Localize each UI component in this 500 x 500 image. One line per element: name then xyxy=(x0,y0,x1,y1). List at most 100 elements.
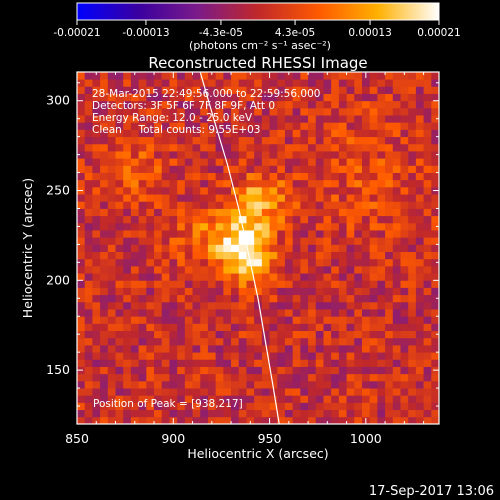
heatmap-cell xyxy=(261,244,270,252)
heatmap-cell xyxy=(215,344,224,353)
heatmap-cell xyxy=(231,352,240,360)
heatmap-cell xyxy=(177,301,186,310)
heatmap-cell xyxy=(408,265,417,274)
heatmap-cell xyxy=(130,294,140,303)
heatmap-cell xyxy=(400,359,409,367)
heatmap-cell xyxy=(146,179,155,188)
heatmap-cell xyxy=(77,402,86,411)
heatmap-cell xyxy=(107,129,116,138)
heatmap-cell xyxy=(308,143,317,152)
heatmap-cell xyxy=(323,323,332,332)
heatmap-cell xyxy=(169,294,178,303)
heatmap-cell xyxy=(161,129,170,138)
heatmap-cell xyxy=(369,316,378,324)
heatmap-cell xyxy=(431,86,439,94)
heatmap-cell xyxy=(385,416,394,424)
heatmap-cell xyxy=(385,107,394,116)
heatmap-cell xyxy=(392,316,401,324)
heatmap-cell xyxy=(408,294,417,303)
heatmap-cell xyxy=(77,172,86,181)
heatmap-cell xyxy=(207,366,217,375)
heatmap-cell xyxy=(177,316,186,324)
heatmap-cell xyxy=(331,222,340,231)
heatmap-cell xyxy=(423,366,432,375)
heatmap-cell xyxy=(100,273,109,281)
heatmap-cell xyxy=(130,258,140,267)
heatmap-cell xyxy=(338,409,347,418)
heatmap-cell xyxy=(100,280,109,288)
heatmap-cell xyxy=(400,165,409,173)
heatmap-cell xyxy=(223,115,232,123)
heatmap-cell xyxy=(261,294,270,303)
heatmap-cell xyxy=(331,151,340,159)
heatmap-cell xyxy=(92,158,101,166)
heatmap-cell xyxy=(169,201,178,209)
heatmap-cell xyxy=(392,100,401,109)
heatmap-cell xyxy=(254,352,263,360)
heatmap-cell xyxy=(346,194,355,202)
heatmap-cell xyxy=(161,344,170,353)
heatmap-cell xyxy=(215,395,224,403)
heatmap-cell xyxy=(431,115,439,123)
heatmap-cell xyxy=(215,258,224,267)
heatmap-cell xyxy=(238,129,247,138)
heatmap-cell xyxy=(107,230,116,238)
heatmap-cell xyxy=(346,201,355,209)
heatmap-cell xyxy=(423,380,432,389)
heatmap-cell xyxy=(300,86,309,94)
heatmap-cell xyxy=(223,294,232,303)
heatmap-cell xyxy=(323,79,332,87)
heatmap-cell xyxy=(369,265,378,274)
heatmap-cell xyxy=(130,158,140,166)
heatmap-cell xyxy=(331,337,340,346)
heatmap-cell xyxy=(115,151,124,159)
heatmap-cell xyxy=(346,222,355,231)
heatmap-cell xyxy=(400,373,409,382)
heatmap-cell xyxy=(84,115,93,123)
heatmap-cell xyxy=(130,172,140,181)
heatmap-cell xyxy=(392,330,401,339)
heatmap-cell xyxy=(261,265,270,274)
heatmap-cell xyxy=(284,352,294,360)
heatmap-cell xyxy=(284,115,294,123)
heatmap-cell xyxy=(269,273,278,281)
heatmap-cell xyxy=(223,136,232,145)
heatmap-cell xyxy=(377,344,386,353)
heatmap-cell xyxy=(292,273,301,281)
heatmap-cell xyxy=(107,208,116,217)
heatmap-cell xyxy=(292,366,301,375)
heatmap-cell xyxy=(261,388,270,396)
heatmap-cell xyxy=(408,201,417,209)
heatmap-cell xyxy=(323,122,332,130)
heatmap-cell xyxy=(231,165,240,173)
heatmap-cell xyxy=(92,287,101,296)
heatmap-cell xyxy=(231,344,240,353)
heatmap-cell xyxy=(385,122,394,130)
heatmap-cell xyxy=(254,158,263,166)
heatmap-cell xyxy=(238,258,247,267)
heatmap-cell xyxy=(323,86,332,94)
heatmap-cell xyxy=(77,208,86,217)
heatmap-cell xyxy=(154,258,163,267)
heatmap-cell xyxy=(331,237,340,245)
heatmap-cell xyxy=(177,107,186,116)
heatmap-cell xyxy=(146,107,155,116)
heatmap-cell xyxy=(354,129,363,138)
heatmap-cell xyxy=(184,172,193,181)
heatmap-cell xyxy=(377,373,386,382)
heatmap-cell xyxy=(323,186,332,195)
heatmap-cell xyxy=(207,237,217,245)
heatmap-cell xyxy=(161,309,170,317)
heatmap-cell xyxy=(138,294,147,303)
heatmap-cell xyxy=(254,194,263,202)
heatmap-cell xyxy=(138,301,147,310)
heatmap-cell xyxy=(138,136,147,145)
heatmap-cell xyxy=(392,380,401,389)
heatmap-cell xyxy=(315,194,324,202)
heatmap-cell xyxy=(207,186,217,195)
heatmap-cell xyxy=(277,352,286,360)
heatmap-cell xyxy=(346,316,355,324)
heatmap-cell xyxy=(385,265,394,274)
heatmap-cell xyxy=(84,129,93,138)
heatmap-cell xyxy=(346,416,355,424)
